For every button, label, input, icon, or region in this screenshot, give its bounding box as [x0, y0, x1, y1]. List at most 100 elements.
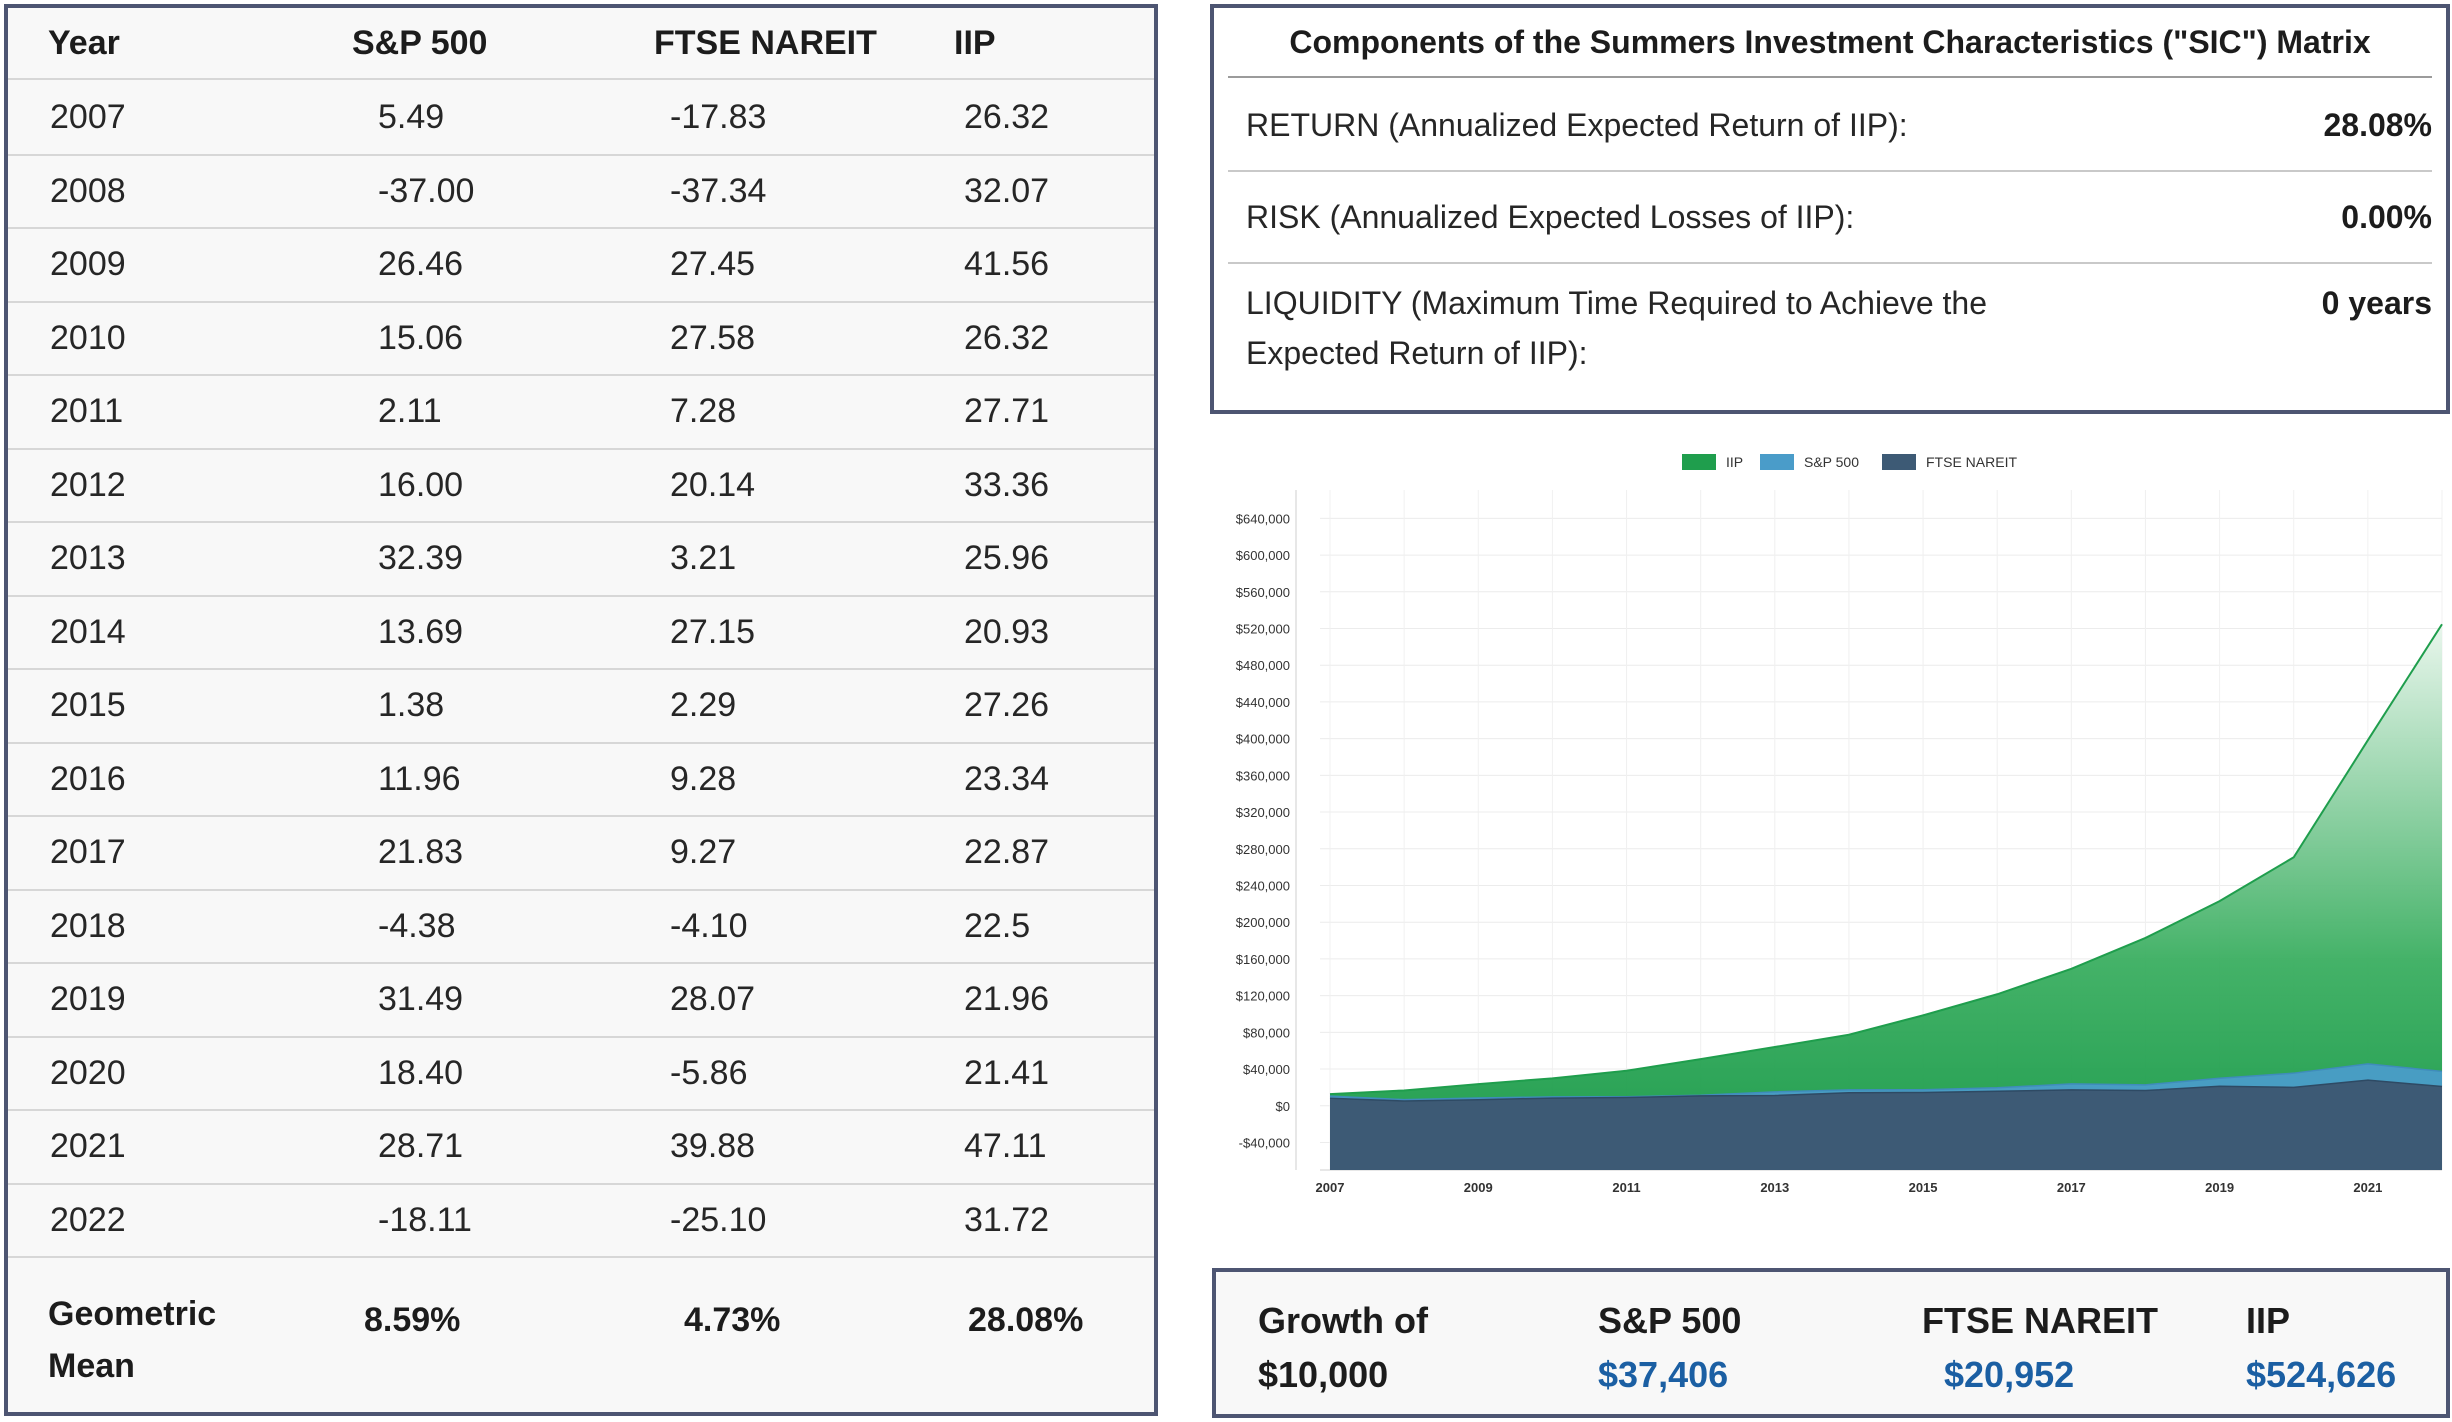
y-tick-label: $120,000	[1236, 989, 1290, 1004]
table-row: 2016 11.96 9.28 23.34	[8, 744, 1154, 817]
cell-ftse-nareit: -5.86	[670, 1053, 748, 1092]
header-ftse-nareit: FTSE NAREIT	[654, 23, 877, 62]
y-tick-label: $400,000	[1236, 732, 1290, 747]
sic-matrix-panel: Components of the Summers Investment Cha…	[1210, 4, 2450, 414]
sic-liquidity-row: LIQUIDITY (Maximum Time Required to Achi…	[1228, 264, 2432, 404]
growth-chart: $640,000 $600,000 $560,000 $520,000 $480,000…	[1212, 440, 2452, 1240]
cell-sp500: 1.38	[378, 686, 445, 725]
cell-year: 2017	[50, 833, 126, 872]
table-row: 2022 -18.11 -25.10 31.72	[8, 1185, 1154, 1258]
sic-return-value: 28.08%	[2323, 107, 2432, 143]
cell-sp500: 28.71	[378, 1127, 464, 1166]
cell-iip: 21.41	[964, 1053, 1050, 1092]
sic-return-row: RETURN (Annualized Expected Return of II…	[1228, 80, 2432, 172]
cell-sp500: -37.00	[378, 171, 475, 210]
cell-ftse-nareit: 28.07	[670, 980, 756, 1019]
geometric-mean-iip: 28.08%	[968, 1300, 1084, 1339]
header-iip: IIP	[954, 23, 996, 62]
geometric-mean-sp500: 8.59%	[364, 1300, 461, 1339]
y-tick-label: $560,000	[1236, 585, 1290, 600]
table-row: 2020 18.40 -5.86 21.41	[8, 1038, 1154, 1111]
sic-risk-value: 0.00%	[2341, 199, 2432, 235]
cell-ftse-nareit: 27.45	[670, 245, 756, 284]
cell-year: 2019	[50, 980, 126, 1019]
legend-label: FTSE NAREIT	[1926, 454, 2017, 470]
cell-iip: 27.71	[964, 392, 1050, 431]
cell-sp500: -18.11	[378, 1200, 472, 1239]
cell-iip: 22.87	[964, 833, 1050, 872]
cell-sp500: 16.00	[378, 465, 464, 504]
y-tick-label: $480,000	[1236, 658, 1290, 673]
cell-year: 2007	[50, 98, 126, 137]
cell-year: 2011	[50, 392, 124, 431]
x-tick-label: 2021	[2353, 1180, 2382, 1195]
x-tick-label: 2019	[2205, 1180, 2234, 1195]
legend-swatch	[1682, 454, 1716, 470]
cell-iip: 25.96	[964, 539, 1050, 578]
sic-risk-row: RISK (Annualized Expected Losses of IIP)…	[1228, 172, 2432, 264]
series-area-ftse-nareit	[1330, 1080, 2442, 1170]
cell-iip: 23.34	[964, 759, 1050, 798]
series-line-ftse-nareit	[1329, 1079, 2443, 1102]
cell-iip: 27.26	[964, 686, 1050, 725]
table-row: 2017 21.83 9.27 22.87	[8, 817, 1154, 891]
cell-iip: 20.93	[964, 612, 1050, 651]
cell-iip: 31.72	[964, 1200, 1050, 1239]
y-tick-label: $280,000	[1236, 842, 1290, 857]
series-line-iip	[1329, 623, 2443, 1096]
sic-liquidity-label: LIQUIDITY (Maximum Time Required to Achi…	[1246, 285, 1988, 371]
x-tick-label: 2009	[1464, 1180, 1493, 1195]
cell-ftse-nareit: 20.14	[670, 465, 756, 504]
cell-ftse-nareit: -17.83	[670, 98, 767, 137]
cell-ftse-nareit: -25.10	[670, 1200, 767, 1239]
growth-ftse-nareit-label: FTSE NAREIT	[1922, 1300, 2159, 1341]
table-row: 2014 13.69 27.15 20.93	[8, 597, 1154, 670]
y-tick-label: -$40,000	[1239, 1135, 1290, 1150]
growth-ftse-nareit-value: $20,952	[1944, 1354, 2075, 1395]
cell-ftse-nareit: 2.29	[670, 686, 737, 725]
growth-iip-label: IIP	[2246, 1300, 2291, 1341]
cell-ftse-nareit: 9.28	[670, 759, 737, 798]
cell-year: 2010	[50, 318, 126, 357]
legend-swatch	[1760, 454, 1794, 470]
cell-ftse-nareit: 9.27	[670, 833, 737, 872]
x-tick-label: 2015	[1909, 1180, 1938, 1195]
cell-year: 2016	[50, 759, 126, 798]
table-row: 2013 32.39 3.21 25.96	[8, 523, 1154, 597]
cell-ftse-nareit: 3.21	[670, 539, 737, 578]
cell-sp500: 18.40	[378, 1053, 464, 1092]
cell-iip: 33.36	[964, 465, 1050, 504]
table-row: 2012 16.00 20.14 33.36	[8, 450, 1154, 523]
cell-sp500: 31.49	[378, 980, 464, 1019]
table-row: 2011 2.11 7.28 27.71	[8, 376, 1154, 450]
y-tick-label: $440,000	[1236, 695, 1290, 710]
cell-year: 2013	[50, 539, 126, 578]
cell-iip: 32.07	[964, 171, 1050, 210]
y-tick-label: $360,000	[1236, 768, 1290, 783]
cell-iip: 22.5	[964, 906, 1031, 945]
cell-sp500: 2.11	[378, 392, 442, 431]
y-tick-label: $600,000	[1236, 548, 1290, 563]
cell-sp500: 26.46	[378, 245, 464, 284]
cell-sp500: 32.39	[378, 539, 464, 578]
cell-ftse-nareit: 7.28	[670, 392, 737, 431]
cell-iip: 26.32	[964, 318, 1050, 357]
x-tick-label: 2017	[2057, 1180, 2086, 1195]
legend-label: S&P 500	[1804, 454, 1859, 470]
legend-label: IIP	[1726, 454, 1743, 470]
returns-table-header: Year S&P 500 FTSE NAREIT IIP	[8, 8, 1154, 80]
growth-chart-svg: $640,000 $600,000 $560,000 $520,000 $480,000…	[1236, 454, 2443, 1195]
cell-year: 2020	[50, 1053, 126, 1092]
y-tick-label: $40,000	[1243, 1062, 1290, 1077]
cell-sp500: 13.69	[378, 612, 464, 651]
cell-ftse-nareit: 39.88	[670, 1127, 756, 1166]
legend-swatch	[1882, 454, 1916, 470]
table-row: 2015 1.38 2.29 27.26	[8, 670, 1154, 744]
table-row: 2007 5.49 -17.83 26.32	[8, 82, 1154, 156]
y-tick-label: $520,000	[1236, 621, 1290, 636]
geometric-mean-ftse-nareit: 4.73%	[684, 1300, 781, 1339]
growth-label: Growth of $10,000	[1258, 1300, 1428, 1395]
table-row: 2018 -4.38 -4.10 22.5	[8, 891, 1154, 964]
table-row: 2021 28.71 39.88 47.11	[8, 1111, 1154, 1185]
growth-sp500-value: $37,406	[1598, 1354, 1729, 1395]
